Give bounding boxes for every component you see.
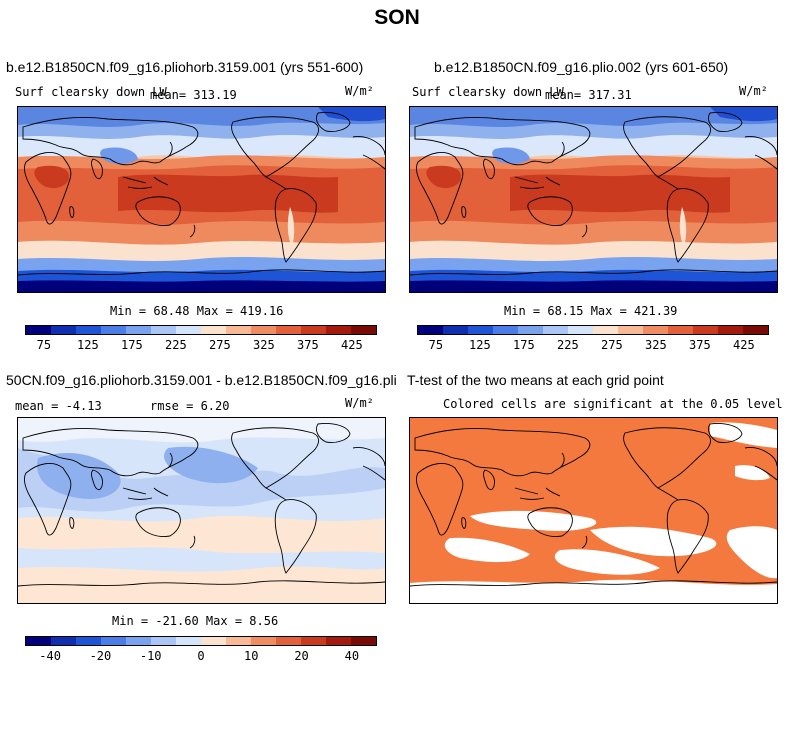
colorbar-swatch <box>351 326 376 334</box>
colorbar-tick-label: 125 <box>77 338 99 352</box>
colorbar-swatch <box>251 326 276 334</box>
colorbar-tick-label: 0 <box>197 649 205 663</box>
colorbar-swatch <box>326 637 351 645</box>
lw-field-map-top-right <box>410 107 777 292</box>
colorbar-swatch <box>51 326 76 334</box>
mean-label-top-left: mean= 313.19 <box>150 88 237 102</box>
colorbar-swatch <box>201 637 226 645</box>
lw-field-map-top-left <box>18 107 385 292</box>
map-bottom-left <box>17 417 386 604</box>
colorbar-bottom-left <box>25 636 377 646</box>
colorbar-swatch <box>443 326 468 334</box>
colorbar-tick-label: 40 <box>344 649 360 663</box>
colorbar-tick-label: -40 <box>39 649 61 663</box>
colorbar-swatch <box>418 326 443 334</box>
panel-title-bottom-left: 50CN.f09_g16.pliohorb.3159.001 - b.e12.B… <box>6 372 396 388</box>
colorbar-ticks-top-left: 75 125 175 225 275 325 375 425 <box>25 336 377 352</box>
colorbar-tick-label: 325 <box>645 338 667 352</box>
colorbar-swatch <box>201 326 226 334</box>
units-label-bottom-left: W/m² <box>345 396 374 410</box>
colorbar-swatch <box>226 637 251 645</box>
colorbar-tick-label: 375 <box>689 338 711 352</box>
map-top-right <box>409 106 778 293</box>
colorbar-swatch <box>326 326 351 334</box>
colorbar-swatch <box>151 326 176 334</box>
colorbar-swatch <box>126 637 151 645</box>
colorbar-swatch <box>568 326 593 334</box>
colorbar-tick-label: 425 <box>341 338 363 352</box>
colorbar-swatch <box>176 326 201 334</box>
minmax-bottom-left: Min = -21.60 Max = 8.56 <box>112 614 279 628</box>
colorbar-swatch <box>251 637 276 645</box>
colorbar-swatch <box>26 637 51 645</box>
colorbar-swatch <box>226 326 251 334</box>
colorbar-tick-label: 225 <box>557 338 579 352</box>
mean-label-bottom-left: mean = -4.13 <box>15 399 102 413</box>
colorbar-swatch <box>693 326 718 334</box>
colorbar-swatch <box>176 637 201 645</box>
colorbar-tick-label: 10 <box>244 649 259 663</box>
colorbar-swatch <box>518 326 543 334</box>
map-top-left <box>17 106 386 293</box>
colorbar-swatch <box>643 326 668 334</box>
colorbar-top-right <box>417 325 769 335</box>
colorbar-top-left <box>25 325 377 335</box>
units-label-top-left: W/m² <box>345 84 374 98</box>
diff-field-map-bottom-left <box>18 418 385 603</box>
colorbar-tick-label: 75 <box>36 338 52 352</box>
colorbar-swatch <box>101 326 126 334</box>
colorbar-swatch <box>126 326 151 334</box>
ttest-significance-map <box>410 418 777 603</box>
colorbar-swatch <box>743 326 768 334</box>
colorbar-tick-label: 20 <box>294 649 309 663</box>
colorbar-tick-label: 325 <box>253 338 275 352</box>
colorbar-ticks-bottom-left: -40 -20 -10 0 10 20 40 <box>25 647 377 663</box>
minmax-top-right: Min = 68.15 Max = 421.39 <box>504 304 678 318</box>
colorbar-swatch <box>618 326 643 334</box>
colorbar-swatch <box>351 637 376 645</box>
panel-subtitle-bottom-right: Colored cells are significant at the 0.0… <box>443 397 783 411</box>
variable-label-top-left: Surf clearsky down LW <box>15 85 167 99</box>
units-label-top-right: W/m² <box>739 84 768 98</box>
colorbar-tick-label: 425 <box>733 338 755 352</box>
colorbar-tick-label: 175 <box>513 338 535 352</box>
colorbar-tick-label: -20 <box>89 649 112 663</box>
colorbar-tick-label: 75 <box>428 338 444 352</box>
colorbar-tick-label: 275 <box>209 338 231 352</box>
panel-title-top-left: b.e12.B1850CN.f09_g16.pliohorb.3159.001 … <box>6 59 364 75</box>
colorbar-swatch <box>301 637 326 645</box>
map-bottom-right <box>409 417 778 604</box>
colorbar-swatch <box>276 637 301 645</box>
rmse-label-bottom-left: rmse = 6.20 <box>150 399 230 413</box>
colorbar-tick-label: 375 <box>297 338 319 352</box>
colorbar-tick-label: 275 <box>601 338 623 352</box>
colorbar-tick-label: 125 <box>469 338 491 352</box>
variable-label-top-right: Surf clearsky down LW <box>412 85 564 99</box>
colorbar-swatch <box>76 637 101 645</box>
colorbar-ticks-top-right: 75 125 175 225 275 325 375 425 <box>417 336 769 352</box>
minmax-top-left: Min = 68.48 Max = 419.16 <box>110 304 284 318</box>
colorbar-swatch <box>593 326 618 334</box>
panel-title-bottom-right: T-test of the two means at each grid poi… <box>407 372 664 388</box>
mean-label-top-right: mean= 317.31 <box>545 88 632 102</box>
colorbar-swatch <box>493 326 518 334</box>
colorbar-swatch <box>668 326 693 334</box>
colorbar-tick-label: -10 <box>139 649 162 663</box>
colorbar-swatch <box>76 326 101 334</box>
colorbar-swatch <box>468 326 493 334</box>
colorbar-swatch <box>543 326 568 334</box>
colorbar-tick-label: 175 <box>121 338 143 352</box>
colorbar-tick-label: 225 <box>165 338 187 352</box>
colorbar-swatch <box>26 326 51 334</box>
page-title: SON <box>374 6 420 29</box>
colorbar-swatch <box>101 637 126 645</box>
colorbar-swatch <box>51 637 76 645</box>
colorbar-swatch <box>151 637 176 645</box>
panel-title-top-right: b.e12.B1850CN.f09_g16.plio.002 (yrs 601-… <box>434 59 729 75</box>
colorbar-swatch <box>301 326 326 334</box>
colorbar-swatch <box>276 326 301 334</box>
colorbar-swatch <box>718 326 743 334</box>
